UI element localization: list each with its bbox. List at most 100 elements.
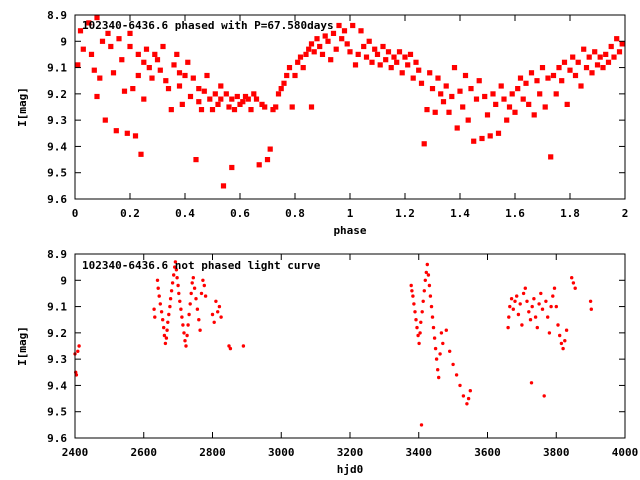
data-point-99 [458,383,462,388]
data-point-123 [391,54,397,60]
data-point-105 [507,315,511,319]
data-point-42 [179,101,185,107]
data-point-44 [191,276,195,280]
data-point-66 [412,302,416,306]
data-point-135 [424,107,430,113]
data-point-103 [468,389,472,393]
data-point-126 [540,307,545,311]
y-tick-label: 9.4 [47,140,67,153]
data-point-49 [198,328,202,332]
x-tick-label: 3600 [474,446,501,459]
data-point-42 [189,291,193,296]
data-point-206 [619,41,625,47]
data-point-68 [414,318,418,322]
data-point-45 [192,286,197,290]
data-point-84 [286,65,293,71]
unphased-points-layer [73,260,593,427]
data-point-191 [578,83,584,89]
plot-frame [74,14,626,200]
data-point-4 [88,51,95,57]
data-point-165 [506,104,513,110]
data-point-13 [162,325,166,330]
data-point-200 [603,51,609,57]
data-point-168 [515,86,521,92]
data-point-130 [410,75,416,81]
x-tick-label: 4000 [612,446,639,459]
data-point-87 [295,59,301,65]
data-point-138 [561,346,565,351]
data-point-127 [542,394,546,398]
data-point-133 [418,80,425,86]
data-point-83 [284,72,290,79]
data-point-109 [352,62,359,68]
data-point-32 [179,307,183,311]
data-point-70 [248,107,254,113]
data-point-88 [433,346,438,351]
data-point-174 [531,112,537,118]
data-point-107 [347,49,353,55]
data-point-199 [600,65,606,71]
data-point-175 [534,78,540,84]
data-point-126 [399,70,405,76]
data-point-43 [182,72,188,79]
data-point-53 [203,294,208,298]
data-point-31 [178,299,182,303]
data-point-144 [588,299,593,303]
data-point-10 [102,117,108,123]
data-point-178 [542,104,548,110]
data-point-113 [363,54,370,60]
data-point-65 [234,93,240,100]
data-point-123 [535,325,539,330]
data-point-81 [278,86,284,92]
data-point-27 [141,96,147,102]
y-tick-label: 9 [60,274,67,287]
data-point-140 [564,328,569,332]
data-point-97 [451,362,455,367]
data-point-29 [146,65,152,71]
data-point-113 [520,323,524,327]
data-point-22 [169,289,174,293]
data-point-41 [188,302,192,306]
data-point-27 [174,268,179,272]
data-point-23 [170,281,175,285]
data-point-66 [237,101,243,107]
data-point-24 [172,273,176,277]
data-point-112 [518,302,522,306]
data-point-19 [167,312,171,317]
data-point-86 [431,325,436,330]
data-point-131 [413,59,419,65]
data-point-137 [559,341,564,346]
data-point-97 [319,51,326,57]
data-point-109 [513,299,517,303]
data-point-59 [219,315,223,319]
y-tick-label: 9 [60,35,67,48]
data-point-147 [457,88,463,94]
data-point-140 [438,91,444,97]
data-point-26 [141,59,147,65]
data-point-6 [94,93,100,100]
data-point-78 [270,107,276,113]
data-point-53 [207,96,213,102]
data-point-58 [218,96,224,102]
x-tick-label: 3200 [337,446,364,459]
data-point-49 [196,99,202,105]
data-point-184 [559,78,565,84]
data-point-88 [297,54,304,60]
data-point-129 [546,315,550,319]
data-point-34 [181,323,185,327]
data-point-197 [594,62,601,68]
data-point-135 [556,323,560,327]
data-point-64 [231,107,238,113]
data-point-55 [212,91,218,97]
data-point-52 [204,72,210,79]
data-point-121 [532,297,536,301]
data-point-128 [544,299,548,303]
data-point-124 [537,302,541,306]
data-point-41 [176,83,183,89]
data-point-92 [308,41,315,47]
data-point-111 [516,312,521,317]
y-tick-label: 9.3 [47,114,67,127]
data-point-92 [438,352,442,356]
data-point-111 [358,28,364,34]
data-point-141 [570,276,574,280]
